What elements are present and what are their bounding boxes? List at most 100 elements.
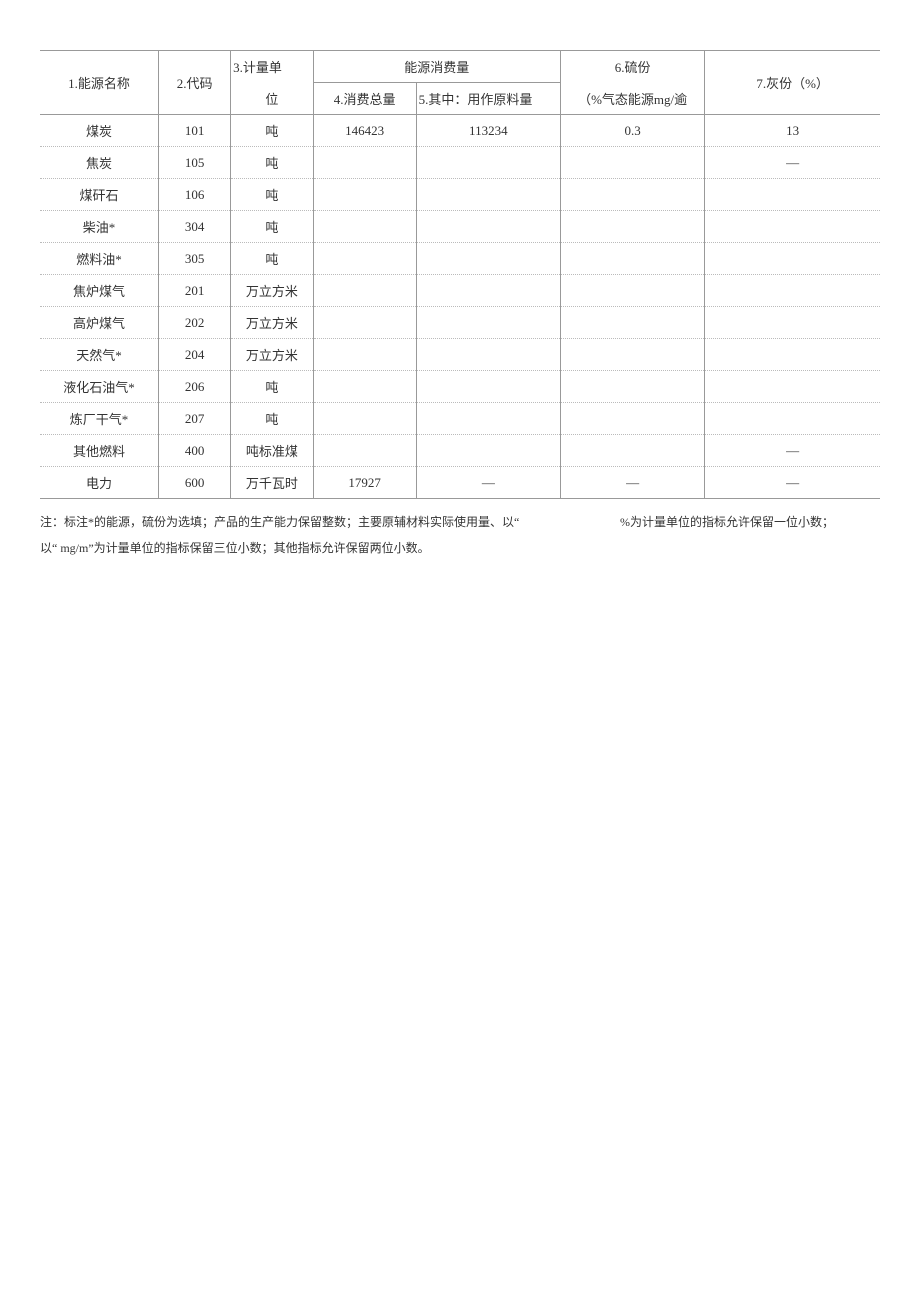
footnote: 注：标注*的能源，硫份为选填；产品的生产能力保留整数；主要原辅材料实际使用量、以…: [40, 509, 880, 562]
cell-sulfur: [560, 307, 704, 339]
cell-sulfur: 0.3: [560, 115, 704, 147]
cell-code: 202: [159, 307, 231, 339]
cell-unit: 吨: [231, 243, 313, 275]
table-header: 1.能源名称 2.代码 3.计量单 能源消费量 6.硫份 7.灰份（%） 位 4…: [40, 51, 880, 115]
header-ash: 7.灰份（%）: [705, 51, 880, 115]
cell-code: 305: [159, 243, 231, 275]
cell-code: 101: [159, 115, 231, 147]
cell-name: 高炉煤气: [40, 307, 159, 339]
cell-raw: 113234: [416, 115, 560, 147]
cell-raw: [416, 339, 560, 371]
cell-ash: [705, 339, 880, 371]
cell-code: 204: [159, 339, 231, 371]
cell-name: 炼厂干气*: [40, 403, 159, 435]
table-row: 焦炭105吨—: [40, 147, 880, 179]
header-total: 4.消费总量: [313, 83, 416, 115]
cell-total: [313, 339, 416, 371]
cell-total: [313, 147, 416, 179]
cell-total: [313, 243, 416, 275]
cell-name: 液化石油气*: [40, 371, 159, 403]
cell-ash: —: [705, 435, 880, 467]
table-row: 液化石油气*206吨: [40, 371, 880, 403]
cell-total: 146423: [313, 115, 416, 147]
cell-total: [313, 435, 416, 467]
cell-unit: 吨: [231, 403, 313, 435]
cell-sulfur: [560, 275, 704, 307]
cell-ash: [705, 275, 880, 307]
cell-name: 焦炭: [40, 147, 159, 179]
cell-sulfur: [560, 339, 704, 371]
cell-name: 其他燃料: [40, 435, 159, 467]
table-row: 煤炭101吨1464231132340.313: [40, 115, 880, 147]
table-row: 燃料油*305吨: [40, 243, 880, 275]
cell-total: [313, 211, 416, 243]
header-unit-top: 3.计量单: [231, 51, 313, 83]
cell-code: 207: [159, 403, 231, 435]
cell-name: 焦炉煤气: [40, 275, 159, 307]
header-sulfur-top: 6.硫份: [560, 51, 704, 83]
table-row: 高炉煤气202万立方米: [40, 307, 880, 339]
header-energy-name: 1.能源名称: [40, 51, 159, 115]
cell-sulfur: [560, 243, 704, 275]
cell-unit: 吨: [231, 179, 313, 211]
cell-unit: 万立方米: [231, 275, 313, 307]
cell-total: [313, 371, 416, 403]
cell-raw: [416, 275, 560, 307]
header-consumption-group: 能源消费量: [313, 51, 560, 83]
cell-raw: [416, 179, 560, 211]
energy-table: 1.能源名称 2.代码 3.计量单 能源消费量 6.硫份 7.灰份（%） 位 4…: [40, 50, 880, 499]
cell-ash: [705, 307, 880, 339]
cell-sulfur: [560, 179, 704, 211]
header-code: 2.代码: [159, 51, 231, 115]
cell-unit: 吨: [231, 371, 313, 403]
cell-name: 煤炭: [40, 115, 159, 147]
cell-total: 17927: [313, 467, 416, 499]
header-raw: 5.其中：用作原料量: [416, 83, 560, 115]
cell-raw: [416, 403, 560, 435]
cell-code: 206: [159, 371, 231, 403]
header-sulfur-bottom: （%气态能源mg/逾: [560, 83, 704, 115]
cell-total: [313, 275, 416, 307]
cell-ash: [705, 211, 880, 243]
table-row: 电力600万千瓦时17927———: [40, 467, 880, 499]
cell-code: 304: [159, 211, 231, 243]
cell-code: 105: [159, 147, 231, 179]
table-row: 天然气*204万立方米: [40, 339, 880, 371]
cell-name: 天然气*: [40, 339, 159, 371]
cell-name: 燃料油*: [40, 243, 159, 275]
cell-raw: [416, 371, 560, 403]
cell-sulfur: [560, 435, 704, 467]
cell-name: 电力: [40, 467, 159, 499]
cell-raw: [416, 147, 560, 179]
cell-code: 600: [159, 467, 231, 499]
cell-total: [313, 403, 416, 435]
table-row: 其他燃料400吨标准煤 —: [40, 435, 880, 467]
footnote-line1a: 注：标注*的能源，硫份为选填；产品的生产能力保留整数；主要原辅材料实际使用量、以…: [40, 515, 519, 529]
footnote-line2: 以“ mg/m”为计量单位的指标保留三位小数；其他指标允许保留两位小数。: [40, 535, 880, 561]
cell-unit: 吨: [231, 211, 313, 243]
cell-sulfur: [560, 147, 704, 179]
table-row: 柴油*304吨: [40, 211, 880, 243]
cell-ash: [705, 243, 880, 275]
table-row: 煤矸石106吨: [40, 179, 880, 211]
cell-unit: 万立方米: [231, 339, 313, 371]
cell-sulfur: [560, 211, 704, 243]
cell-total: [313, 307, 416, 339]
cell-raw: [416, 307, 560, 339]
cell-unit: 吨标准煤: [231, 435, 313, 467]
table-row: 炼厂干气*207吨: [40, 403, 880, 435]
cell-code: 201: [159, 275, 231, 307]
cell-name: 柴油*: [40, 211, 159, 243]
cell-raw: [416, 211, 560, 243]
cell-name: 煤矸石: [40, 179, 159, 211]
cell-code: 400: [159, 435, 231, 467]
cell-unit: 万立方米: [231, 307, 313, 339]
cell-raw: [416, 435, 560, 467]
cell-sulfur: [560, 403, 704, 435]
cell-ash: [705, 371, 880, 403]
cell-sulfur: [560, 371, 704, 403]
footnote-line1b: %为计量单位的指标允许保留一位小数；: [620, 509, 834, 535]
cell-ash: [705, 403, 880, 435]
cell-code: 106: [159, 179, 231, 211]
cell-raw: [416, 243, 560, 275]
